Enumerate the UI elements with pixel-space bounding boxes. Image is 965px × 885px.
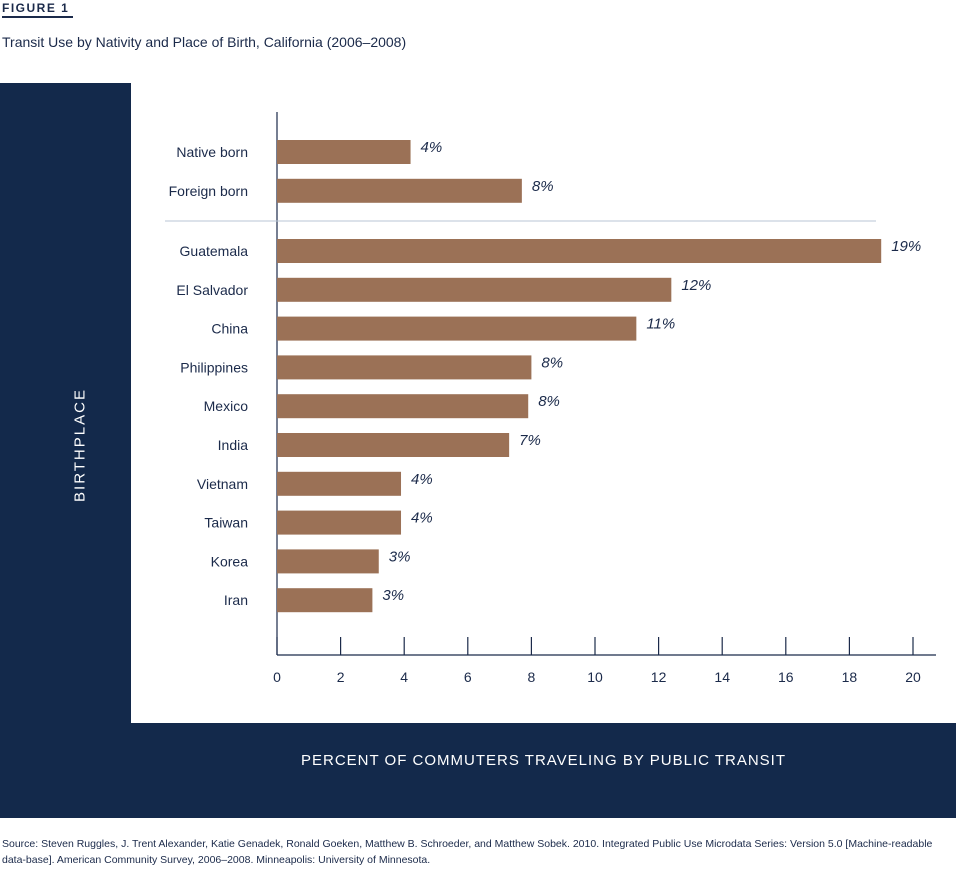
- data-label: 3%: [382, 587, 404, 604]
- plot-area: [131, 83, 956, 723]
- x-tick-label: 20: [905, 669, 921, 685]
- x-tick-label: 8: [528, 669, 536, 685]
- bar: [277, 588, 373, 613]
- x-tick-label: 2: [337, 669, 345, 685]
- category-label: Vietnam: [197, 476, 248, 492]
- category-label: Mexico: [204, 398, 249, 414]
- data-label: 8%: [538, 393, 560, 410]
- x-tick-label: 6: [464, 669, 472, 685]
- data-label: 19%: [891, 238, 921, 255]
- bar: [277, 140, 411, 164]
- x-tick-label: 16: [778, 669, 794, 685]
- bar: [277, 471, 402, 496]
- category-label: Philippines: [180, 359, 248, 375]
- category-label: Iran: [224, 592, 248, 608]
- category-label: China: [211, 321, 248, 337]
- bar: [277, 277, 672, 302]
- bar: [277, 178, 522, 203]
- data-label: 12%: [681, 277, 711, 294]
- category-label: Native born: [176, 144, 248, 160]
- bar: [277, 433, 510, 457]
- x-tick-label: 4: [400, 669, 408, 685]
- bar: [277, 394, 529, 419]
- x-tick-label: 18: [842, 669, 858, 685]
- bar: [277, 316, 637, 341]
- x-tick-label: 12: [651, 669, 667, 685]
- source-note: Source: Steven Ruggles, J. Trent Alexand…: [2, 838, 933, 866]
- category-label: El Salvador: [176, 282, 248, 298]
- bar: [277, 239, 882, 263]
- x-axis-label: PERCENT OF COMMUTERS TRAVELING BY PUBLIC…: [300, 752, 787, 769]
- data-label: 7%: [519, 432, 541, 449]
- figure-label: FIGURE 1: [2, 1, 74, 18]
- data-label: 11%: [646, 316, 675, 333]
- category-label: Korea: [211, 553, 249, 569]
- data-label: 3%: [389, 548, 411, 565]
- data-label: 4%: [411, 510, 433, 527]
- bar: [277, 355, 532, 380]
- category-label: India: [218, 437, 249, 453]
- data-label: 4%: [411, 471, 433, 488]
- bar: [277, 549, 379, 574]
- chart-title: Transit Use by Nativity and Place of Bir…: [2, 34, 407, 50]
- x-tick-label: 10: [587, 669, 603, 685]
- category-label: Taiwan: [204, 515, 248, 531]
- bar: [277, 510, 402, 535]
- data-label: 4%: [421, 139, 443, 156]
- data-label: 8%: [541, 354, 563, 371]
- x-tick-label: 14: [714, 669, 730, 685]
- data-label: 8%: [532, 178, 554, 195]
- x-tick-label: 0: [273, 669, 281, 685]
- category-label: Guatemala: [180, 243, 249, 259]
- category-label: Foreign born: [169, 183, 248, 199]
